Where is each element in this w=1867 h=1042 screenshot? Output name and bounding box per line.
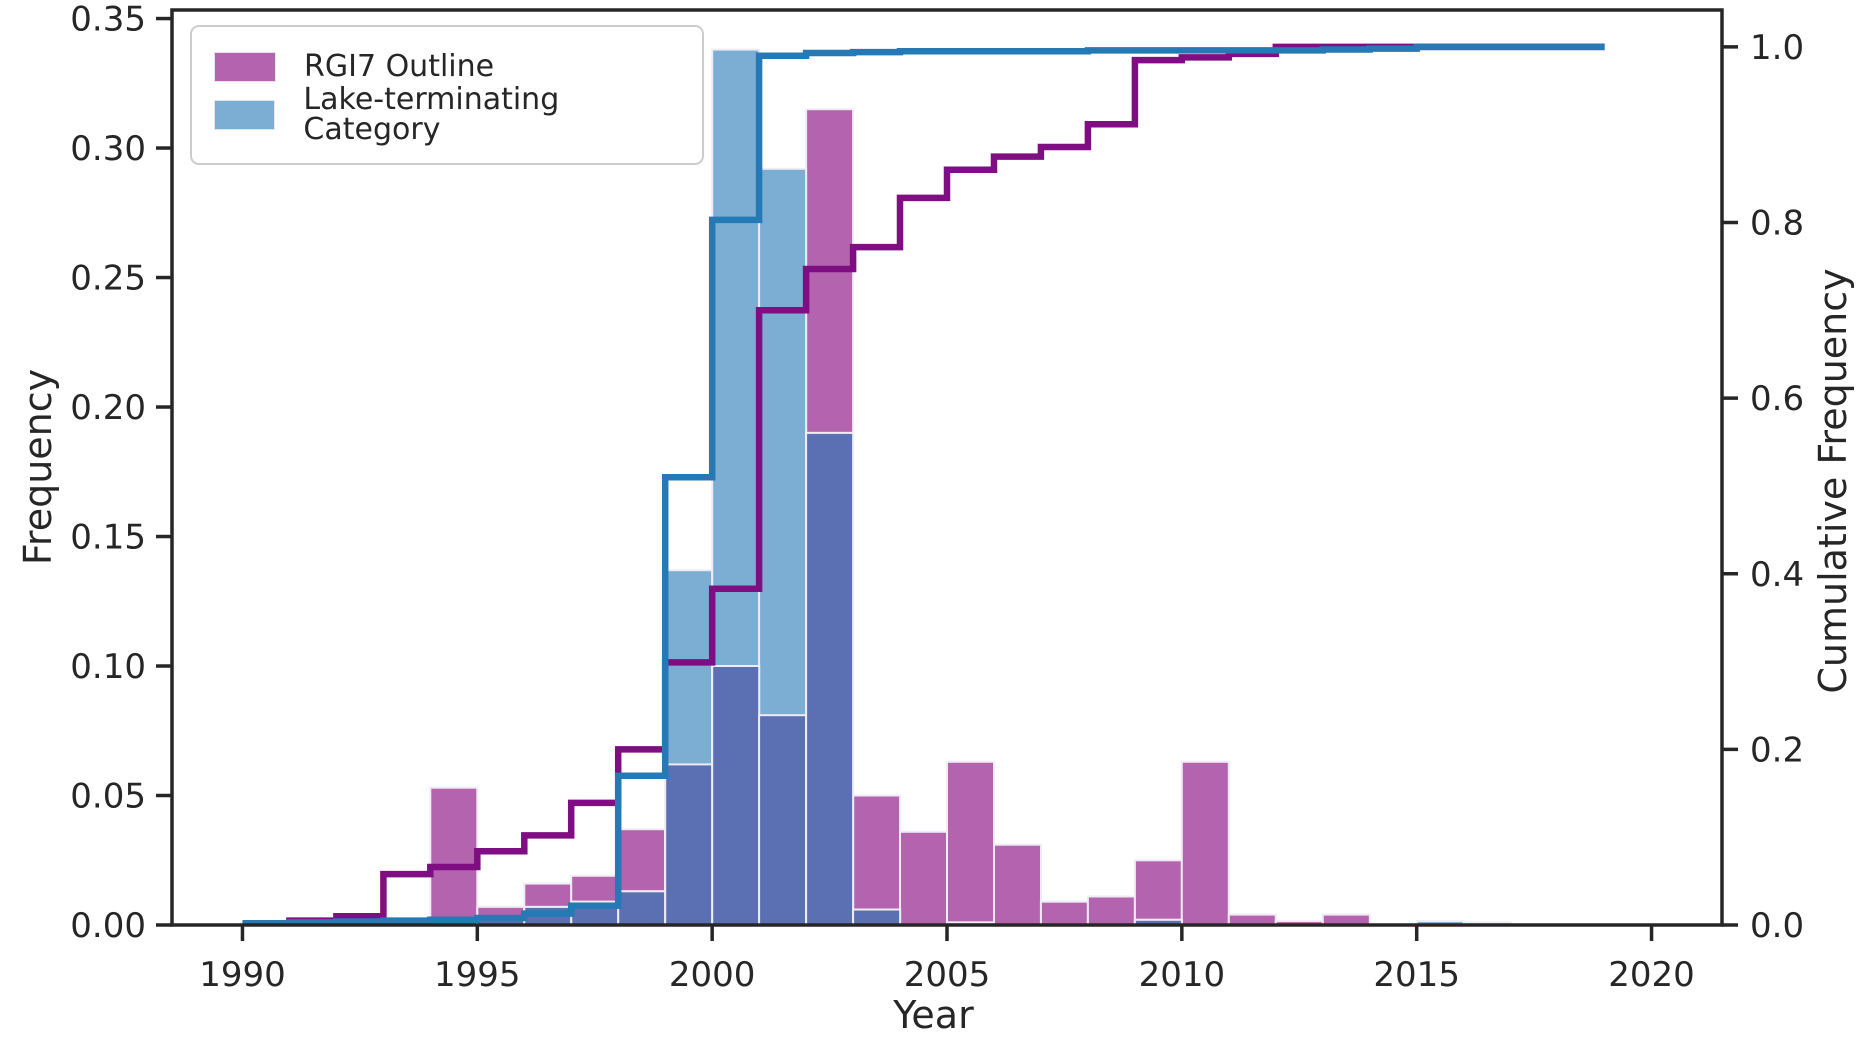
left-y-tick-label-0.25: 0.25 (70, 259, 146, 299)
rgi7-bar-2007 (1039, 900, 1089, 927)
x-tick-label-2020: 2020 (1608, 955, 1695, 995)
legend-label-lake-terminating: Lake-terminating Category (303, 82, 560, 147)
overlap-bar-1999 (664, 763, 714, 927)
x-tick-label-2005: 2005 (904, 955, 991, 995)
histogram-bars (241, 48, 1512, 927)
overlap-bar-2000 (711, 665, 761, 926)
right-y-tick-label-0.8: 0.8 (1750, 204, 1804, 244)
left-y-tick-label-0.20: 0.20 (70, 388, 146, 428)
right-y-tick-label-0.0: 0.0 (1750, 906, 1804, 946)
x-tick-label-2010: 2010 (1139, 955, 1226, 995)
x-tick-label-1995: 1995 (434, 955, 521, 995)
x-axis-label: Year (893, 993, 974, 1037)
rgi7-bar-2008 (1086, 895, 1136, 926)
rgi7-cumulative-line (242, 43, 1605, 927)
left-y-tick-label-0.15: 0.15 (70, 518, 146, 558)
legend-label-rgi7: RGI7 Outline (304, 49, 495, 84)
legend-box: RGI7 Outline Lake-terminating Category (190, 25, 704, 165)
x-tick-label-2015: 2015 (1373, 955, 1460, 995)
legend-item-lake-terminating: Lake-terminating Category (214, 85, 702, 145)
rgi7-bar-2003 (852, 794, 902, 926)
left-y-tick-label-0.00: 0.00 (70, 906, 146, 946)
left-y-tick-label-0.35: 0.35 (70, 0, 146, 40)
left-y-axis-label: Frequency (16, 368, 60, 566)
overlap-bar-2003 (852, 908, 902, 926)
right-y-tick-label-0.6: 0.6 (1750, 379, 1804, 419)
legend-item-rgi7: RGI7 Outline (214, 43, 702, 91)
right-y-tick-label-0.2: 0.2 (1750, 730, 1804, 770)
rgi7-bar-2004 (899, 830, 948, 926)
overlap-bar-1998 (617, 890, 667, 926)
overlap-bar-2002 (805, 431, 855, 926)
rgi7-bar-2009 (1133, 859, 1183, 926)
right-y-tick-label-1.0: 1.0 (1750, 28, 1804, 68)
left-y-tick-label-0.10: 0.10 (70, 647, 146, 687)
lake-terminating-cumulative-line (242, 43, 1605, 927)
rgi7-swatch-icon (214, 52, 276, 82)
rgi7-bar-1994 (429, 786, 479, 927)
right-y-tick-label-0.4: 0.4 (1750, 555, 1804, 595)
x-tick-label-1990: 1990 (199, 955, 286, 995)
tick-labels: 1990 1995 2000 2005 2010 2015 2020 0.00 0.05 0.10… (70, 0, 1804, 995)
overlap-bar-2001 (758, 714, 808, 927)
rgi7-bar-2005 (946, 760, 995, 926)
left-y-tick-label-0.30: 0.30 (70, 129, 146, 169)
x-tick-label-2000: 2000 (669, 955, 756, 995)
left-y-tick-label-0.05: 0.05 (70, 777, 146, 817)
lake-terminating-swatch-icon (214, 100, 276, 130)
right-y-axis-label: Cumulative Frequency (1811, 268, 1855, 694)
axis-ticks (156, 16, 1738, 941)
rgi7-bar-2006 (993, 843, 1042, 927)
rgi7-bar-2010 (1180, 760, 1230, 926)
